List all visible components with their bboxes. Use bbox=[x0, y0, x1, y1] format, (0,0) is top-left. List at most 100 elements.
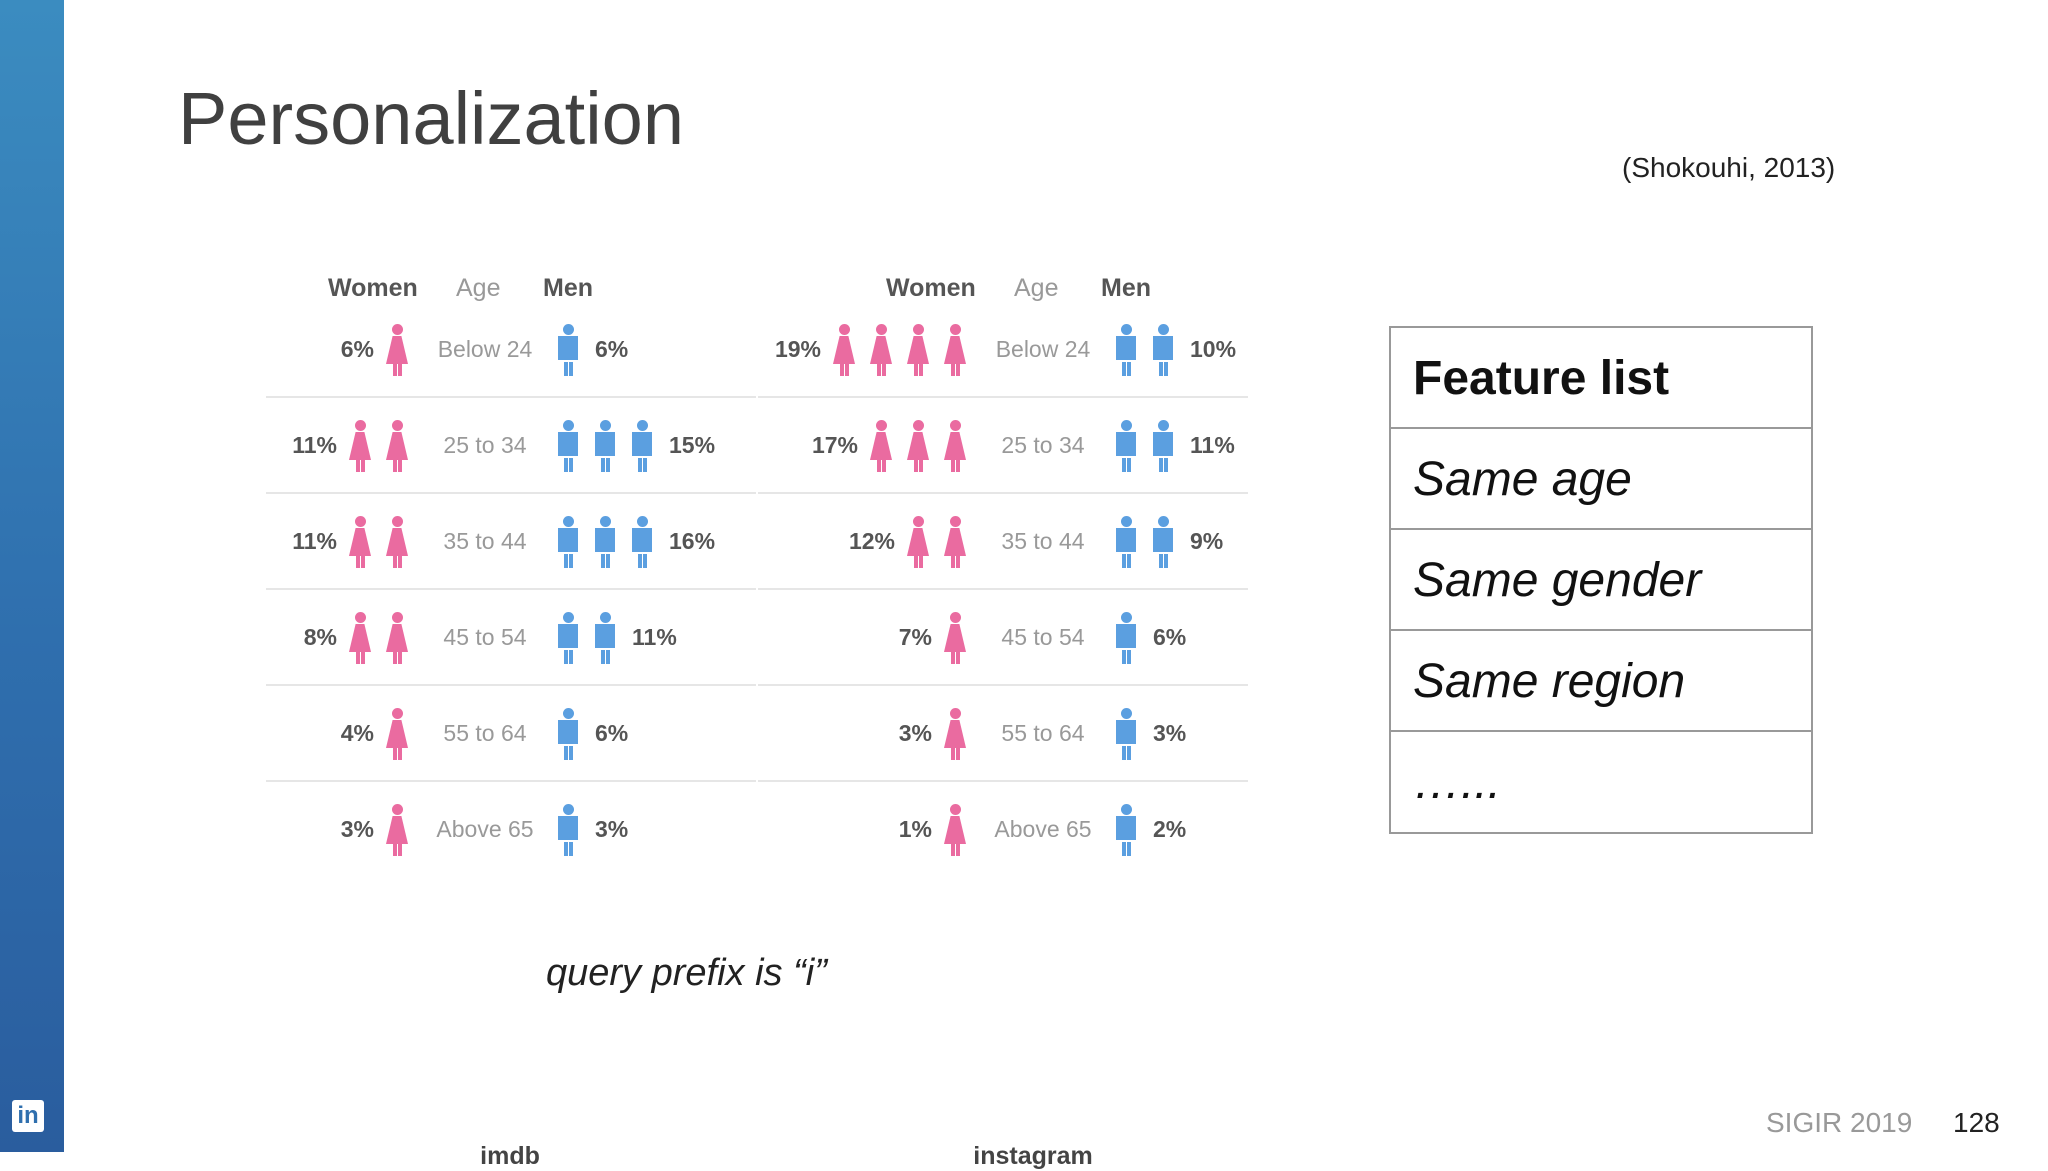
woman-icon bbox=[386, 420, 408, 472]
women-percent: 11% bbox=[292, 432, 337, 458]
header-women: Women bbox=[886, 274, 976, 302]
header-men: Men bbox=[1101, 274, 1151, 302]
feature-list-header: Feature list bbox=[1391, 328, 1811, 429]
age-row: 25 to 34 11% 15% bbox=[266, 398, 756, 494]
man-icon bbox=[594, 516, 616, 568]
women-percent: 17% bbox=[811, 432, 858, 458]
age-label: 25 to 34 bbox=[443, 432, 527, 458]
header-men: Men bbox=[543, 274, 593, 302]
woman-icon bbox=[944, 708, 966, 760]
men-percent: 16% bbox=[669, 528, 716, 554]
men-percent: 3% bbox=[595, 816, 629, 842]
women-percent: 8% bbox=[303, 624, 337, 650]
men-percent: 6% bbox=[595, 720, 629, 746]
man-icon bbox=[1115, 420, 1137, 472]
row-divider bbox=[266, 684, 756, 686]
man-icon bbox=[557, 708, 579, 760]
age-row: 35 to 44 12% 9% bbox=[758, 494, 1248, 590]
feature-item: Same age bbox=[1391, 429, 1811, 530]
woman-icon bbox=[870, 324, 892, 376]
men-percent: 11% bbox=[1190, 432, 1235, 458]
linkedin-icon: in bbox=[12, 1100, 44, 1132]
age-label: 55 to 64 bbox=[1001, 720, 1085, 746]
woman-icon bbox=[386, 516, 408, 568]
man-icon bbox=[1115, 612, 1137, 664]
age-row: Above 65 1% 2% bbox=[758, 782, 1248, 878]
women-percent: 19% bbox=[774, 336, 821, 362]
woman-icon bbox=[386, 804, 408, 856]
woman-icon bbox=[907, 420, 929, 472]
woman-icon bbox=[944, 420, 966, 472]
row-divider bbox=[266, 492, 756, 494]
age-row: 55 to 64 4% 6% bbox=[266, 686, 756, 782]
sidebar-strip: in bbox=[0, 0, 64, 1152]
man-icon bbox=[1152, 516, 1174, 568]
header-age: Age bbox=[456, 274, 501, 302]
feature-item: Same gender bbox=[1391, 530, 1811, 631]
row-divider bbox=[758, 588, 1248, 590]
feature-item: …... bbox=[1413, 756, 1502, 809]
women-percent: 6% bbox=[340, 336, 374, 362]
row-divider bbox=[758, 396, 1248, 398]
age-label: 45 to 54 bbox=[443, 624, 527, 650]
women-percent: 12% bbox=[848, 528, 895, 554]
woman-icon bbox=[386, 612, 408, 664]
man-icon bbox=[557, 516, 579, 568]
men-percent: 3% bbox=[1153, 720, 1187, 746]
men-percent: 2% bbox=[1153, 816, 1187, 842]
woman-icon bbox=[907, 324, 929, 376]
panel-caption: imdb bbox=[480, 1142, 540, 1170]
age-label: Above 65 bbox=[436, 816, 534, 842]
age-label: 35 to 44 bbox=[443, 528, 527, 554]
slide-title: Personalization bbox=[178, 77, 684, 160]
age-row: 35 to 44 11% 16% bbox=[266, 494, 756, 590]
men-percent: 15% bbox=[669, 432, 716, 458]
age-row: 45 to 54 7% 6% bbox=[758, 590, 1248, 686]
men-percent: 6% bbox=[595, 336, 629, 362]
feature-item: Same region bbox=[1391, 631, 1811, 732]
page-number: 128 bbox=[1953, 1107, 2000, 1138]
man-icon bbox=[557, 612, 579, 664]
man-icon bbox=[594, 612, 616, 664]
woman-icon bbox=[944, 516, 966, 568]
demographics-panel-instagram: Women Age Men Below 24 19% 10% 25 to 34 17% 1… bbox=[758, 262, 1248, 1170]
man-icon bbox=[1152, 420, 1174, 472]
row-divider bbox=[758, 780, 1248, 782]
man-icon bbox=[1115, 804, 1137, 856]
women-percent: 4% bbox=[340, 720, 374, 746]
age-row: 25 to 34 17% 11% bbox=[758, 398, 1248, 494]
woman-icon bbox=[870, 420, 892, 472]
men-percent: 10% bbox=[1190, 336, 1237, 362]
man-icon bbox=[1115, 708, 1137, 760]
woman-icon bbox=[386, 708, 408, 760]
citation: (Shokouhi, 2013) bbox=[1622, 152, 1836, 183]
age-row: Above 65 3% 3% bbox=[266, 782, 756, 878]
woman-icon bbox=[349, 612, 371, 664]
woman-icon bbox=[944, 612, 966, 664]
row-divider bbox=[266, 396, 756, 398]
woman-icon bbox=[349, 516, 371, 568]
demographics-panel-imdb: Women Age Men Below 24 6% 6% 25 to 34 11% 15%… bbox=[266, 262, 756, 1170]
men-percent: 9% bbox=[1190, 528, 1224, 554]
man-icon bbox=[1115, 516, 1137, 568]
feature-list-table: Feature list Same age Same gender Same r… bbox=[1389, 326, 1813, 834]
conference-label: SIGIR 2019 bbox=[1766, 1107, 1913, 1138]
row-divider bbox=[266, 588, 756, 590]
age-row: Below 24 6% 6% bbox=[266, 302, 756, 398]
man-icon bbox=[631, 516, 653, 568]
age-label: Below 24 bbox=[437, 336, 533, 362]
panel-caption: instagram bbox=[973, 1142, 1093, 1170]
panel-header: Women Age Men bbox=[758, 274, 1248, 314]
men-percent: 11% bbox=[632, 624, 677, 650]
woman-icon bbox=[349, 420, 371, 472]
women-percent: 1% bbox=[898, 816, 932, 842]
age-label: Below 24 bbox=[995, 336, 1091, 362]
women-percent: 3% bbox=[340, 816, 374, 842]
men-percent: 6% bbox=[1153, 624, 1187, 650]
women-percent: 7% bbox=[898, 624, 932, 650]
woman-icon bbox=[833, 324, 855, 376]
query-note: query prefix is “i” bbox=[546, 952, 827, 994]
age-label: 45 to 54 bbox=[1001, 624, 1085, 650]
man-icon bbox=[557, 324, 579, 376]
age-label: 35 to 44 bbox=[1001, 528, 1085, 554]
